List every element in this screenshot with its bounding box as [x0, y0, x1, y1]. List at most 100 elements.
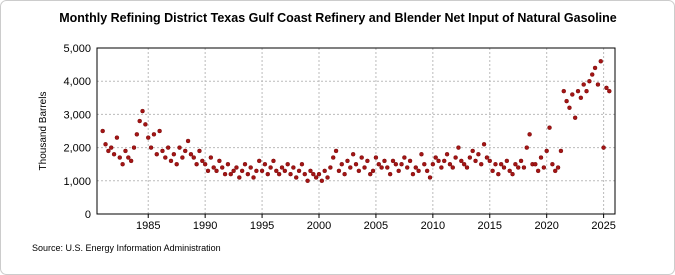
point [225, 161, 231, 167]
point [331, 155, 336, 160]
point [254, 168, 259, 174]
point [362, 165, 367, 170]
point [368, 171, 373, 177]
point [296, 168, 302, 174]
point [385, 165, 390, 170]
y-tick-label: 1,000 [63, 176, 91, 188]
point [484, 155, 490, 160]
point [308, 168, 313, 174]
point [464, 165, 470, 170]
point [328, 165, 333, 170]
point [183, 148, 188, 154]
point [467, 155, 473, 160]
point [248, 165, 253, 170]
point [157, 128, 162, 134]
point [274, 168, 279, 174]
point [604, 85, 609, 91]
point [461, 161, 467, 167]
point [214, 168, 219, 174]
point [208, 155, 214, 160]
point [188, 152, 194, 157]
point [513, 161, 518, 167]
point [595, 82, 601, 87]
x-tick-label: 2020 [534, 220, 558, 232]
point [194, 161, 199, 167]
point [143, 122, 148, 127]
point [365, 158, 370, 164]
point [345, 158, 350, 164]
point [382, 158, 387, 164]
point [259, 168, 265, 174]
point [154, 152, 159, 157]
point [106, 148, 111, 154]
point [561, 88, 566, 94]
point [120, 161, 125, 167]
point [447, 161, 453, 167]
point [271, 158, 276, 164]
point [163, 155, 168, 160]
point [313, 175, 319, 180]
y-tick-label: 3,000 [63, 109, 91, 121]
point [427, 175, 433, 180]
point [399, 161, 404, 167]
y-tick-label: 0 [85, 209, 91, 221]
point [430, 161, 436, 167]
point [191, 155, 196, 160]
point [521, 165, 527, 170]
y-axis-label: Thousand Barrels [38, 92, 49, 171]
point [578, 95, 584, 101]
point [257, 158, 262, 164]
point [228, 171, 233, 177]
point [601, 145, 606, 150]
point [165, 145, 171, 150]
point [131, 145, 137, 150]
point [567, 105, 572, 110]
point [128, 158, 134, 164]
point [151, 132, 157, 137]
point [405, 165, 410, 170]
point [350, 152, 356, 157]
point [268, 165, 273, 170]
point [171, 152, 177, 157]
point [242, 161, 248, 167]
plot-border [96, 47, 616, 215]
point [265, 171, 270, 177]
point [607, 88, 612, 94]
point [356, 168, 362, 174]
point [376, 161, 381, 167]
point [393, 161, 399, 167]
point [291, 165, 296, 170]
point [456, 145, 461, 150]
point [558, 148, 564, 154]
point [510, 171, 515, 177]
point [126, 155, 131, 160]
point [202, 161, 208, 167]
y-tick-label: 5,000 [63, 43, 91, 55]
point [370, 168, 376, 174]
point [353, 161, 359, 167]
point [572, 115, 578, 120]
point [444, 152, 450, 157]
point [424, 168, 430, 174]
point [220, 165, 225, 170]
point [379, 165, 384, 170]
x-tick-label: 1990 [193, 220, 217, 232]
point [390, 158, 396, 164]
point [481, 142, 487, 147]
point [251, 175, 256, 180]
point [407, 158, 413, 164]
point [237, 175, 242, 180]
point [575, 88, 581, 94]
point [496, 171, 501, 177]
point [396, 168, 401, 174]
point [294, 175, 299, 180]
point [555, 165, 561, 170]
point [442, 158, 447, 164]
y-tick-label: 4,000 [63, 76, 91, 88]
point [174, 161, 179, 167]
point [134, 132, 140, 137]
point [205, 168, 211, 174]
point [535, 168, 541, 174]
point [490, 168, 495, 174]
point [185, 138, 191, 144]
